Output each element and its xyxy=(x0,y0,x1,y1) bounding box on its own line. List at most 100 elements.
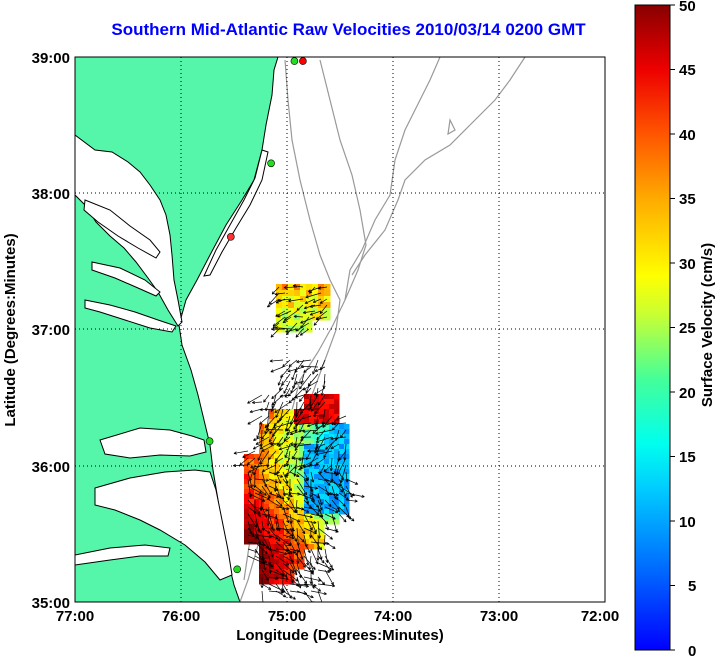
velocity-cell xyxy=(319,444,325,450)
velocity-cell xyxy=(279,499,285,505)
current-vector xyxy=(280,366,291,378)
current-vector xyxy=(281,373,291,386)
velocity-cell xyxy=(344,454,350,460)
current-vector xyxy=(317,394,326,406)
current-vector xyxy=(303,492,309,504)
current-vector xyxy=(293,415,312,423)
velocity-cell xyxy=(274,529,280,535)
velocity-cell xyxy=(284,509,290,515)
velocity-cell xyxy=(274,429,280,435)
current-vector xyxy=(310,548,319,565)
velocity-cell xyxy=(282,308,289,315)
velocity-cell xyxy=(299,449,305,455)
velocity-cell xyxy=(314,544,320,550)
velocity-cell xyxy=(334,459,340,465)
velocity-cell xyxy=(269,509,275,515)
velocity-cell xyxy=(314,539,320,545)
current-vector xyxy=(253,436,263,441)
velocity-cell xyxy=(289,514,295,520)
current-vector xyxy=(259,443,270,450)
velocity-cell xyxy=(339,459,345,465)
colorbar-tick-label: 10 xyxy=(679,514,696,531)
velocity-cell xyxy=(324,290,331,297)
velocity-cell xyxy=(344,449,350,455)
velocity-cell xyxy=(249,519,255,525)
velocity-cell xyxy=(339,504,345,510)
velocity-cell xyxy=(254,454,260,460)
current-vector xyxy=(315,443,326,449)
velocity-cell xyxy=(329,404,335,410)
velocity-cell xyxy=(279,579,285,585)
velocity-cell xyxy=(254,459,260,465)
velocity-cell xyxy=(324,284,331,291)
velocity-cell xyxy=(259,479,265,485)
velocity-cell xyxy=(318,296,325,303)
velocity-cell xyxy=(304,434,310,440)
velocity-cell xyxy=(314,524,320,530)
station-marker xyxy=(205,437,214,446)
velocity-cell xyxy=(299,534,305,540)
velocity-cell xyxy=(269,554,275,560)
velocity-cell xyxy=(279,449,285,455)
current-vector xyxy=(331,499,340,510)
velocity-cell xyxy=(264,469,270,475)
current-vector xyxy=(312,414,326,418)
velocity-cell xyxy=(334,469,340,475)
current-vector xyxy=(259,450,270,465)
velocity-cell xyxy=(329,399,335,405)
albemarle-sound xyxy=(99,427,207,459)
current-vector xyxy=(333,422,347,426)
velocity-cell xyxy=(334,424,340,430)
current-vector xyxy=(272,316,286,327)
velocity-cell xyxy=(279,524,285,530)
velocity-cell xyxy=(319,499,325,505)
current-vector xyxy=(299,328,310,336)
current-vector xyxy=(276,436,284,446)
velocity-cell xyxy=(299,524,305,530)
velocity-cell xyxy=(319,429,325,435)
velocity-cell xyxy=(304,504,310,510)
page-title: Southern Mid-Atlantic Raw Velocities 201… xyxy=(111,20,586,39)
velocity-cell xyxy=(304,444,310,450)
velocity-cell xyxy=(282,290,289,297)
current-vector xyxy=(268,534,279,540)
velocity-cell xyxy=(329,464,335,470)
velocity-cell xyxy=(279,454,285,460)
current-vector xyxy=(314,366,326,372)
velocity-cell xyxy=(264,459,270,465)
station-marker xyxy=(233,565,241,574)
velocity-cell xyxy=(334,514,340,520)
velocity-cell xyxy=(314,469,320,475)
station-marker xyxy=(267,159,275,168)
velocity-cell xyxy=(299,529,305,535)
y-tick-label: 39:00 xyxy=(32,50,70,67)
current-vector xyxy=(324,478,342,487)
velocity-cell xyxy=(334,499,340,505)
current-vector xyxy=(233,450,249,455)
velocity-cell xyxy=(334,519,340,525)
current-vector xyxy=(319,304,328,315)
velocity-cell xyxy=(254,499,260,505)
velocity-cell xyxy=(314,499,320,505)
velocity-cell xyxy=(299,494,305,500)
velocity-cell xyxy=(299,509,305,515)
velocity-cell xyxy=(334,479,340,485)
current-vector xyxy=(345,513,355,522)
velocity-cell xyxy=(318,308,325,315)
current-vector xyxy=(319,464,326,475)
current-vector xyxy=(330,443,340,450)
current-vector xyxy=(289,520,294,531)
current-vector xyxy=(271,327,286,331)
velocity-cell xyxy=(299,439,305,445)
velocity-cell xyxy=(304,394,310,400)
velocity-cell xyxy=(282,314,289,321)
velocity-cell xyxy=(309,504,315,510)
velocity-cell xyxy=(276,284,283,291)
velocity-cell xyxy=(309,394,315,400)
current-vector xyxy=(302,310,316,314)
current-vector xyxy=(295,328,304,338)
current-vector xyxy=(303,304,316,310)
velocity-cell xyxy=(254,479,260,485)
velocity-cell xyxy=(324,308,331,315)
current-vector xyxy=(275,562,288,578)
